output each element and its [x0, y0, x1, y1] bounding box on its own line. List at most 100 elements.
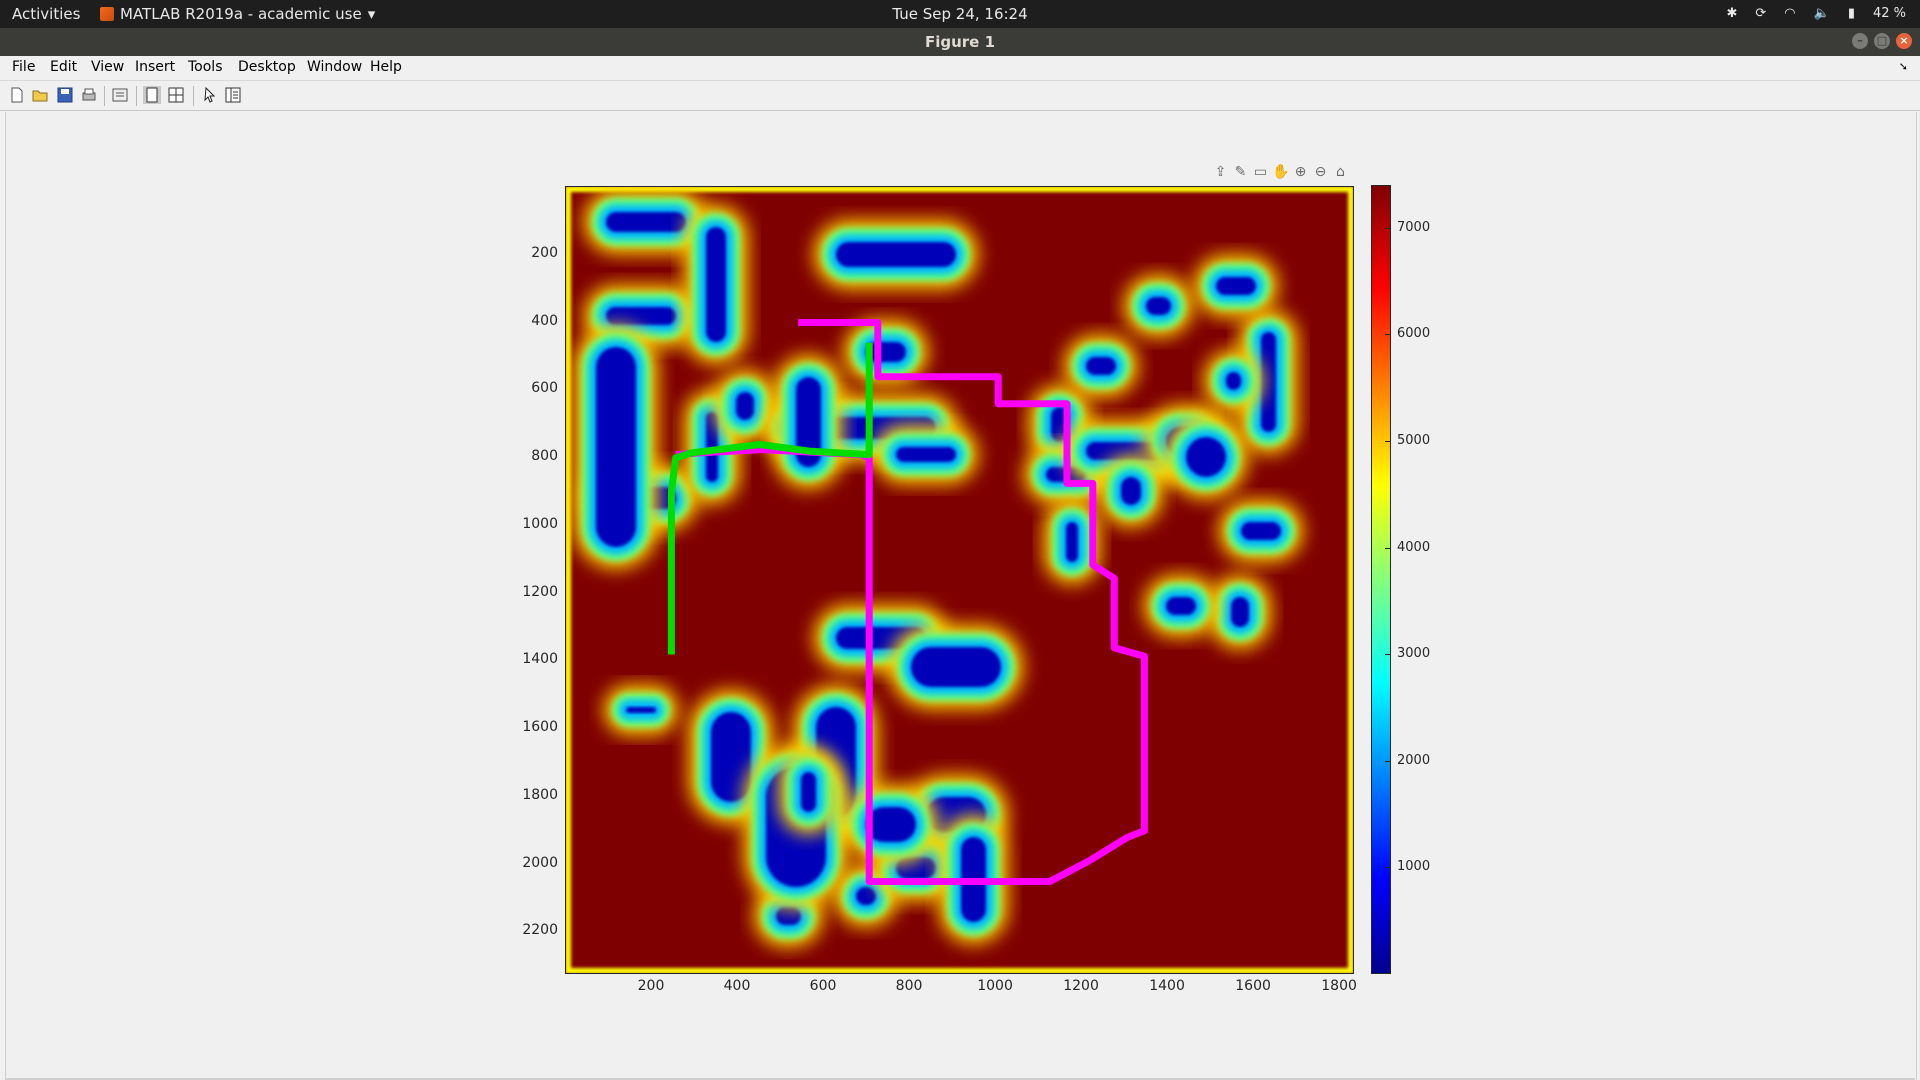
axes-toolbar: ⇪ ✎ ▭ ✋ ⊕ ⊖ ⌂ — [1212, 164, 1349, 181]
x-tick-label: 200 — [637, 978, 665, 994]
edit-plot-arrow-icon[interactable] — [201, 86, 219, 104]
colorbar-tick-label: 6000 — [1397, 326, 1431, 342]
matlab-icon — [100, 7, 114, 21]
figure-toolbar — [0, 82, 1920, 111]
y-tick-label: 1200 — [522, 583, 558, 600]
x-tick-label: 800 — [895, 978, 923, 994]
x-tick-label: 1800 — [1321, 978, 1357, 994]
colorbar[interactable] — [1371, 185, 1391, 974]
colorbar-tick-mark — [1385, 760, 1391, 762]
restore-view-icon[interactable]: ⌂ — [1336, 164, 1345, 180]
obstacle-region — [874, 425, 978, 484]
activities-button[interactable]: Activities — [12, 5, 81, 23]
obstacle-region — [779, 750, 838, 834]
colorbar-tick-mark — [1385, 334, 1391, 336]
toolbar-separator — [104, 86, 105, 106]
volume-icon[interactable]: 🔈 — [1813, 6, 1830, 21]
menu-bar: File Edit View Insert Tools Desktop Wind… — [0, 56, 1920, 81]
pan-icon[interactable]: ✋ — [1272, 164, 1290, 180]
y-tick-label: 1000 — [522, 515, 558, 532]
y-tick-label: 400 — [531, 312, 558, 329]
x-tick-label: 1200 — [1063, 978, 1099, 994]
x-tick-label: 400 — [723, 978, 751, 994]
colorbar-tick-mark — [1385, 547, 1391, 549]
colorbar-tick-mark — [1385, 440, 1391, 442]
x-tick-label: 1000 — [977, 978, 1013, 994]
close-button[interactable]: × — [1896, 33, 1912, 49]
obstacle-region — [889, 625, 1023, 709]
heatmap-axes[interactable] — [565, 186, 1354, 974]
obstacle-region — [814, 220, 978, 289]
datatip-icon[interactable]: ▭ — [1253, 164, 1268, 180]
menu-insert[interactable]: Insert — [135, 59, 176, 75]
battery-icon[interactable]: ▮ — [1847, 6, 1855, 21]
link-plot-icon[interactable] — [111, 86, 129, 104]
show-plot-tools-icon[interactable] — [167, 86, 185, 104]
y-tick-label: 200 — [531, 244, 558, 261]
menu-edit[interactable]: Edit — [50, 59, 78, 75]
menu-window[interactable]: Window — [307, 59, 363, 75]
obstacle-region — [1064, 335, 1138, 397]
menu-tools[interactable]: Tools — [188, 59, 223, 75]
y-tick-label: 1800 — [522, 786, 558, 803]
heatmap-edge — [566, 187, 1353, 973]
export-icon[interactable]: ⇪ — [1214, 164, 1227, 180]
system-tray[interactable]: ✱ ⟳ ◠ 🔈 ▮ 42 % — [1726, 0, 1906, 28]
brush-icon[interactable]: ✎ — [1234, 164, 1247, 180]
dock-arrow-icon[interactable]: ➘ — [1898, 60, 1908, 73]
save-icon[interactable] — [56, 86, 74, 104]
zoom-out-icon[interactable]: ⊖ — [1314, 164, 1327, 180]
obstacle-region — [844, 785, 938, 864]
obstacle-region — [774, 355, 843, 489]
y-tick-label: 600 — [531, 380, 558, 397]
toolbar-separator — [193, 86, 194, 106]
window-bottom-edge — [5, 1078, 1915, 1080]
window-title-bar[interactable]: Figure 1 – □ × — [0, 28, 1920, 56]
maximize-button[interactable]: □ — [1874, 33, 1890, 49]
update-icon[interactable]: ⟳ — [1755, 6, 1767, 21]
open-file-icon[interactable] — [31, 86, 49, 104]
obstacle-region — [584, 190, 708, 254]
y-tick-label: 800 — [531, 448, 558, 465]
new-figure-icon[interactable] — [8, 86, 26, 104]
obstacle-region — [1239, 310, 1298, 454]
obstacle-region — [1164, 415, 1248, 499]
obstacle-region — [1219, 500, 1303, 562]
obstacle-region — [1144, 575, 1218, 637]
colorbar-tick-label: 7000 — [1397, 219, 1431, 235]
window-title: Figure 1 — [924, 33, 996, 51]
top-bar: Activities MATLAB R2019a - academic use … — [0, 0, 1920, 28]
obstacle-region — [1194, 255, 1278, 317]
property-inspector-icon[interactable] — [224, 86, 242, 104]
green-path-line — [667, 342, 873, 655]
colorbar-tick-mark — [1385, 867, 1391, 869]
menu-help[interactable]: Help — [370, 59, 402, 75]
battery-percent: 42 % — [1872, 6, 1906, 21]
x-tick-label: 600 — [809, 978, 837, 994]
obstacle-region — [684, 205, 748, 364]
colorbar-tick-label: 4000 — [1397, 539, 1431, 555]
menu-desktop[interactable]: Desktop — [238, 59, 296, 75]
colorbar-tick-mark — [1385, 654, 1391, 656]
minimize-button[interactable]: – — [1852, 33, 1868, 49]
app-menu[interactable]: MATLAB R2019a - academic use ▾ — [100, 0, 375, 28]
y-tick-label: 2000 — [522, 854, 558, 871]
zoom-in-icon[interactable]: ⊕ — [1294, 164, 1307, 180]
print-icon[interactable] — [80, 86, 98, 104]
y-tick-label: 1600 — [522, 719, 558, 736]
menu-view[interactable]: View — [91, 59, 125, 75]
obstacle-region — [1204, 350, 1263, 412]
y-tick-label: 2200 — [522, 922, 558, 939]
obstacle-region — [604, 685, 678, 735]
app-menu-label: MATLAB R2019a - academic use — [120, 5, 362, 23]
obstacle-region — [1209, 575, 1271, 649]
slack-icon[interactable]: ✱ — [1726, 6, 1738, 21]
colorbar-tick-label: 2000 — [1397, 752, 1431, 768]
toolbar-separator — [136, 86, 137, 106]
colorbar-tick-label: 3000 — [1397, 646, 1431, 662]
wifi-icon[interactable]: ◠ — [1784, 6, 1796, 21]
menu-file[interactable]: File — [12, 59, 36, 75]
hide-plot-tools-icon[interactable] — [143, 86, 161, 104]
obstacle-region — [1044, 500, 1100, 584]
heatmap-image — [566, 187, 1353, 973]
